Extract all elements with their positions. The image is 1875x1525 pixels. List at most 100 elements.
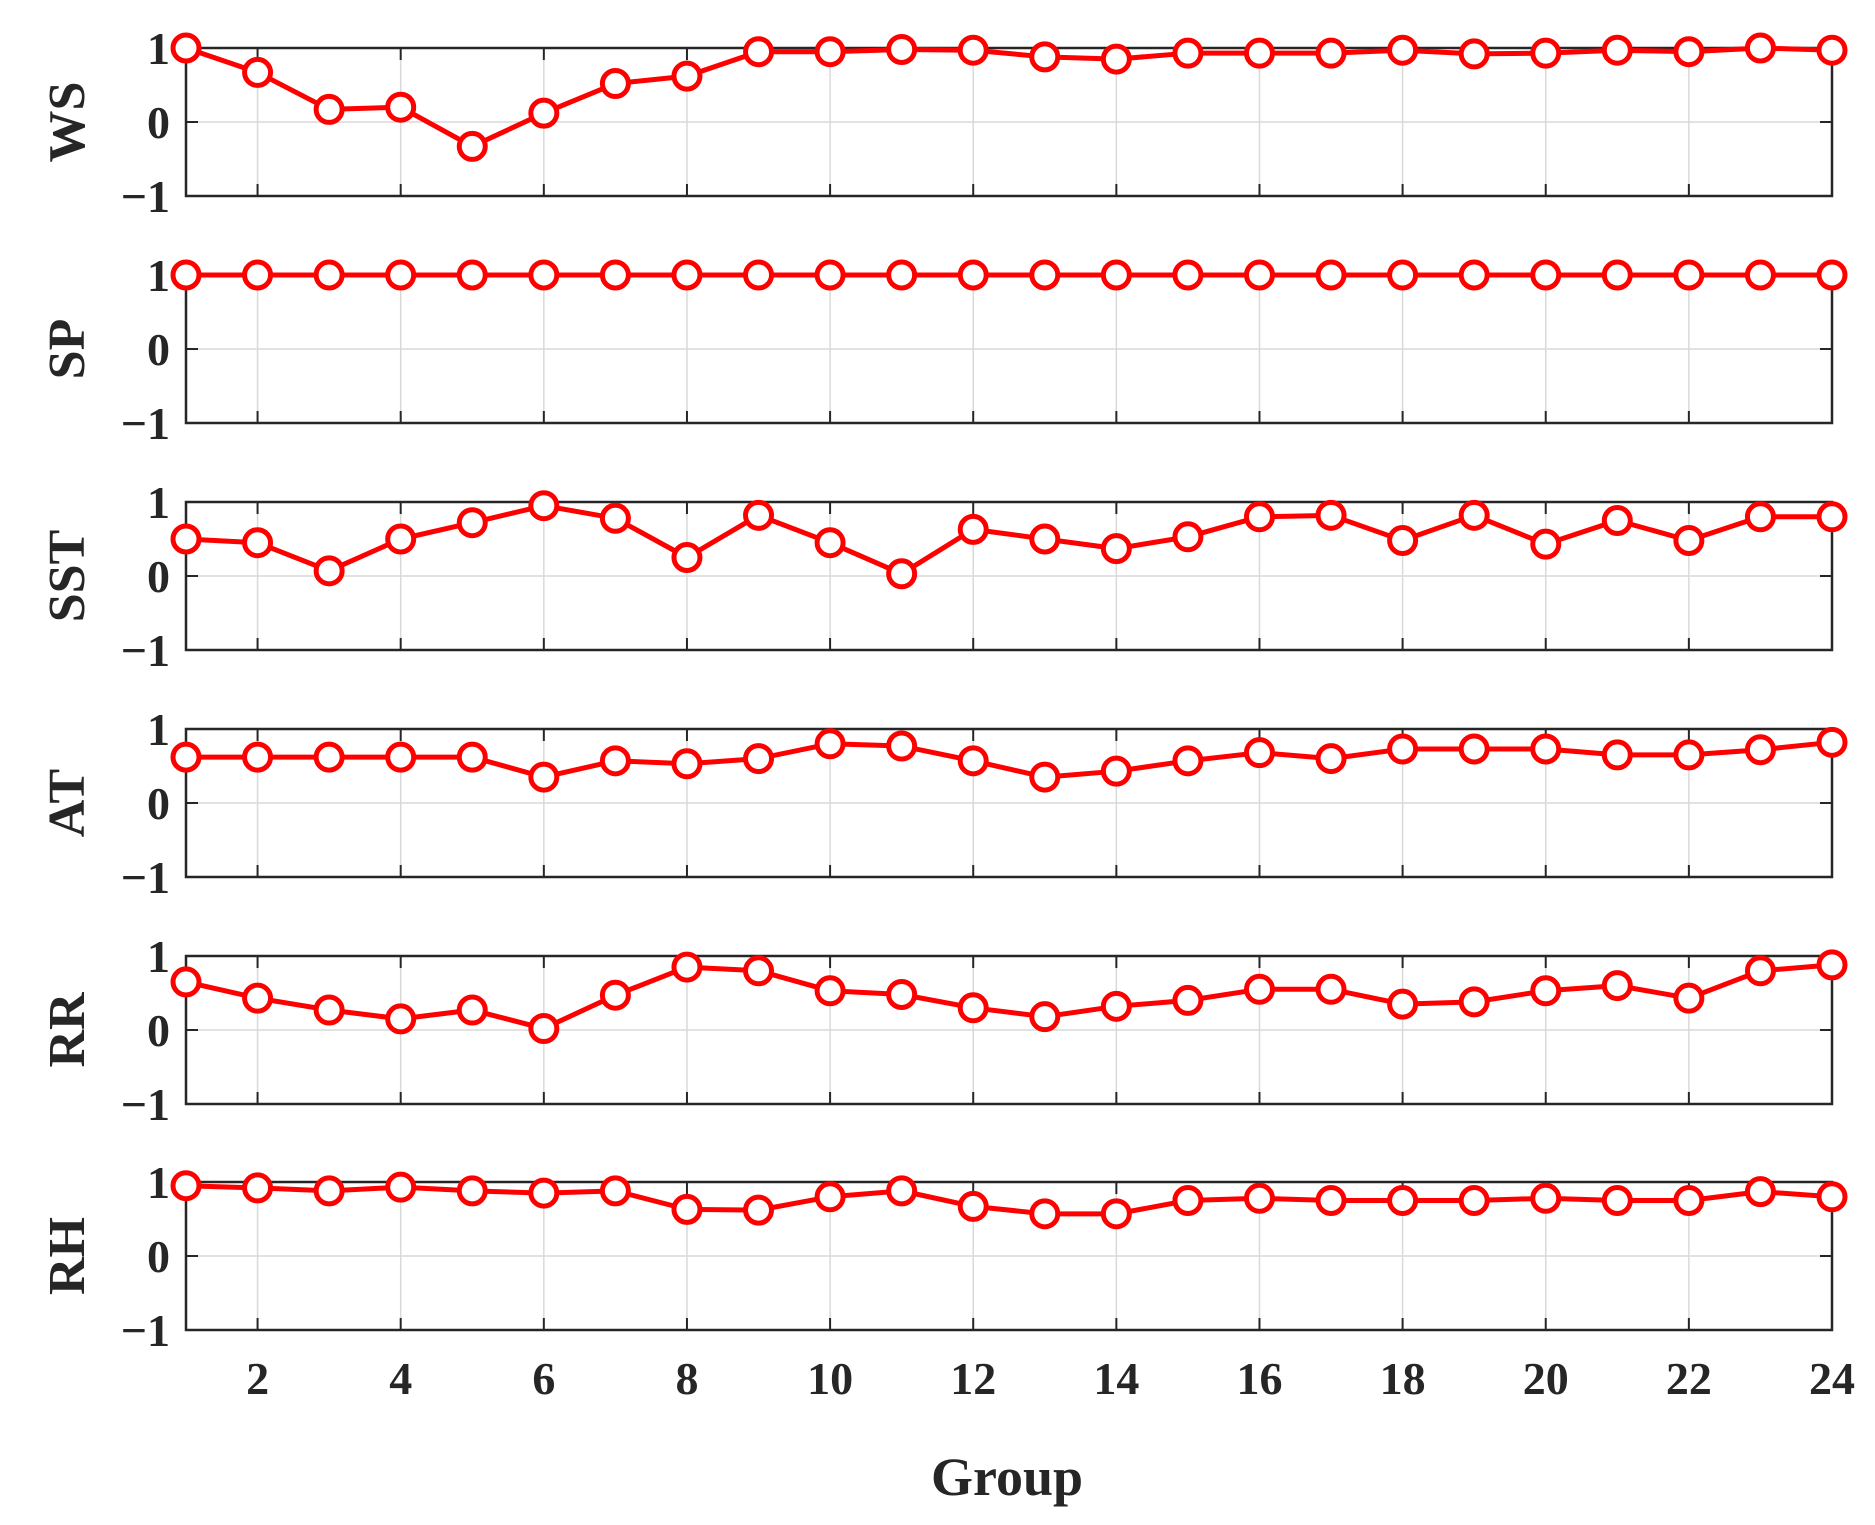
data-point [671,748,703,780]
y-tick-label: 0 [147,1231,170,1282]
data-point [886,1175,918,1207]
data-point [313,741,345,773]
data-point [170,259,202,291]
data-point [1029,1001,1061,1033]
data-point [1029,761,1061,793]
data-point [1601,34,1633,66]
x-tick-label: 14 [1093,1353,1139,1404]
data-point [1172,745,1204,777]
data-point [886,33,918,65]
data-point [456,259,488,291]
x-tick-label: 24 [1809,1353,1855,1404]
data-point [385,259,417,291]
panel-at: −1 0 1 AT [39,704,1848,903]
data-point [1387,259,1419,291]
y-tick-label: −1 [121,852,170,903]
y-tick-label: 1 [147,23,170,74]
data-point [1172,1185,1204,1216]
panel-sst: −1 0 1 SST [39,477,1848,676]
data-point [528,490,560,522]
data-point [1744,955,1776,987]
data-point [743,1194,775,1226]
data-point [456,741,488,773]
data-point [385,523,417,555]
data-point [671,1193,703,1225]
data-point [1100,755,1132,787]
data-point [671,259,703,291]
data-point [1172,984,1204,1016]
data-point [1458,499,1490,531]
y-axis-label-sp: SP [39,319,96,380]
data-point [1673,36,1705,68]
data-point [1530,259,1562,291]
data-point [1315,37,1347,69]
data-point [743,36,775,68]
panel-rr: −1 0 1 RR [39,931,1848,1130]
data-point [814,259,846,291]
x-tick-label: 12 [950,1353,996,1404]
y-axis-label-ws: WS [39,82,96,163]
data-point [599,745,631,777]
data-point [599,502,631,534]
data-point [743,955,775,987]
data-point [1673,1185,1705,1216]
data-point [1458,259,1490,291]
data-point [1172,521,1204,553]
data-point [1315,259,1347,291]
data-point [1387,733,1419,765]
y-axis-label-sst: SST [39,530,96,623]
data-point [1601,970,1633,1002]
data-point [1100,259,1132,291]
data-point [1387,34,1419,66]
data-point [599,68,631,100]
data-point [1816,1181,1848,1213]
data-point [1673,982,1705,1014]
data-point [886,978,918,1010]
y-tick-label: −1 [121,171,170,222]
data-point [1029,41,1061,73]
data-point [671,951,703,983]
x-tick-label: 6 [532,1353,555,1404]
data-point [456,507,488,539]
data-point [528,259,560,291]
data-point [743,499,775,531]
y-tick-label: −1 [121,625,170,676]
data-point [528,761,560,793]
data-point [599,1175,631,1207]
data-point [1100,533,1132,565]
x-tick-label: 20 [1523,1353,1569,1404]
data-point [170,1170,202,1202]
y-tick-label: 0 [147,778,170,829]
panel-rh: −1 0 1 RH [39,1157,1848,1356]
data-point [170,523,202,555]
data-point [957,1190,989,1222]
data-point [1816,949,1848,981]
data-point [1029,1198,1061,1230]
y-tick-label: 0 [147,551,170,602]
data-point [1530,1182,1562,1214]
data-point [957,259,989,291]
x-tick-label: 2 [246,1353,269,1404]
data-point [814,975,846,1007]
panel-ws: −1 0 1 WS [39,23,1848,222]
y-tick-label: 1 [147,704,170,755]
panel-sp: −1 0 1 SP [39,250,1848,449]
data-point [170,966,202,998]
data-point [1530,37,1562,69]
y-axis-label-rh: RH [39,1217,96,1295]
data-point [528,1013,560,1045]
data-point [1243,973,1275,1005]
data-point [1458,733,1490,765]
data-point [886,558,918,590]
data-point [385,91,417,123]
data-point [1744,259,1776,291]
y-tick-label: 1 [147,1157,170,1208]
data-point [313,555,345,587]
data-point [170,741,202,773]
data-point [671,542,703,573]
data-point [1243,737,1275,769]
data-point [957,34,989,66]
y-tick-label: 1 [147,250,170,301]
data-point [1816,726,1848,758]
